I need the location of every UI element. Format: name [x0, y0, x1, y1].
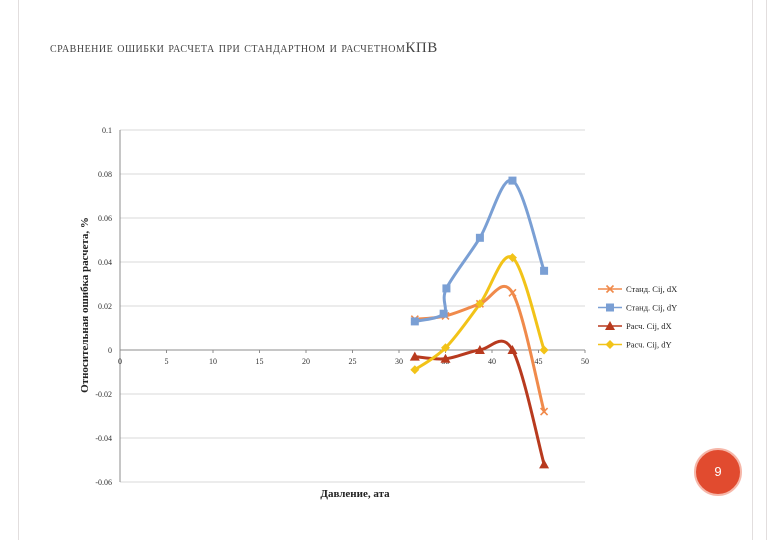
right-border-line-outer — [766, 0, 767, 540]
data-point — [475, 299, 485, 309]
data-point — [540, 407, 549, 416]
legend-marker — [605, 340, 615, 349]
data-point — [539, 345, 549, 355]
legend-entry: Станд. Cij, dY — [626, 303, 677, 313]
data-point — [441, 343, 450, 353]
x-tick-label: 15 — [256, 357, 264, 366]
x-tick-label: 20 — [302, 357, 310, 366]
x-tick-label: 0 — [118, 357, 122, 366]
x-tick-label: 30 — [395, 357, 403, 366]
y-tick-label: 0.08 — [98, 170, 112, 179]
y-tick-label: 0.02 — [98, 302, 112, 311]
data-point — [507, 345, 518, 354]
data-point — [410, 365, 420, 375]
x-tick-label: 25 — [349, 357, 357, 366]
series-line-3 — [413, 339, 546, 466]
legend-marker — [605, 321, 615, 330]
data-point — [442, 284, 451, 293]
y-tick-label: 0.1 — [102, 126, 112, 135]
x-tick-label: 40 — [488, 357, 496, 366]
legend-marker — [606, 303, 614, 312]
right-border-line — [752, 0, 753, 540]
y-axis-label: Относительная ошибка расчета, % — [79, 217, 91, 393]
data-point — [439, 309, 448, 318]
legend-entry: Расч. Cij, dX — [626, 321, 672, 331]
x-tick-label: 45 — [535, 357, 543, 366]
x-tick-label: 50 — [581, 357, 589, 366]
page-number-badge: 9 — [694, 448, 742, 496]
data-point — [409, 351, 420, 361]
data-point — [440, 353, 451, 363]
data-point — [474, 345, 485, 354]
data-point — [410, 317, 419, 326]
slide-title-suffix: КПВ — [405, 40, 438, 56]
data-point — [540, 266, 549, 275]
data-point — [508, 288, 517, 297]
left-border-line — [18, 0, 19, 540]
data-point — [507, 253, 517, 263]
y-tick-label: -0.06 — [95, 478, 112, 487]
series-line-4 — [413, 255, 546, 372]
y-tick-label: 0.06 — [98, 214, 112, 223]
legend-marker — [605, 284, 615, 294]
slide-title: Сравнение ошибки расчета при стандартном… — [50, 40, 438, 57]
y-tick-label: 0 — [108, 346, 112, 355]
slide-title-text: Сравнение ошибки расчета при стандартном… — [50, 41, 406, 56]
data-point — [508, 176, 517, 185]
legend-entry: Расч. Cij, dY — [626, 340, 672, 350]
legend-entry: Станд. Cij, dX — [626, 284, 677, 294]
y-tick-label: -0.02 — [95, 390, 112, 399]
data-point — [539, 459, 550, 469]
x-tick-label: 5 — [165, 357, 169, 366]
y-tick-label: 0.04 — [98, 258, 112, 267]
y-tick-label: -0.04 — [95, 434, 112, 443]
x-tick-label: 10 — [209, 357, 217, 366]
x-axis-label: Давление, ата — [320, 488, 390, 500]
data-point — [475, 233, 484, 242]
